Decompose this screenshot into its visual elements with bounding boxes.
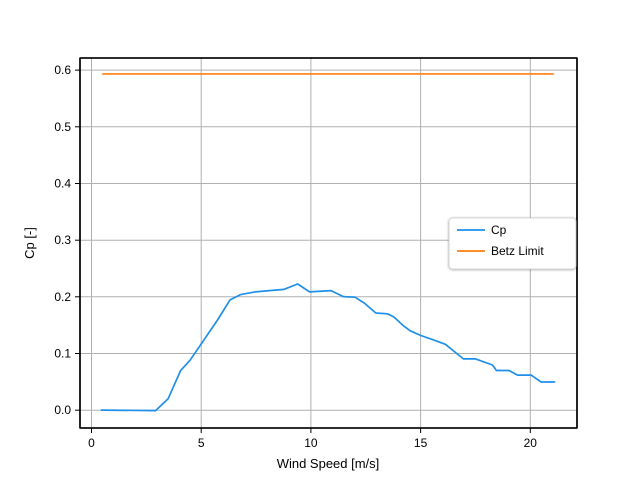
svg-text:Betz Limit: Betz Limit [491, 244, 544, 258]
svg-text:10: 10 [304, 436, 318, 450]
svg-text:0.1: 0.1 [54, 347, 71, 361]
svg-text:Cp [-]: Cp [-] [22, 227, 37, 259]
svg-text:15: 15 [414, 436, 428, 450]
svg-text:0.0: 0.0 [54, 403, 71, 417]
svg-text:0.4: 0.4 [54, 177, 71, 191]
svg-text:0.5: 0.5 [54, 120, 71, 134]
svg-text:0.6: 0.6 [54, 63, 71, 77]
svg-text:0: 0 [88, 436, 95, 450]
svg-text:5: 5 [198, 436, 205, 450]
svg-text:0.2: 0.2 [54, 290, 71, 304]
svg-text:0.3: 0.3 [54, 233, 71, 247]
svg-text:20: 20 [524, 436, 538, 450]
svg-text:Wind Speed [m/s]: Wind Speed [m/s] [277, 456, 380, 471]
svg-text:Cp: Cp [491, 223, 507, 237]
